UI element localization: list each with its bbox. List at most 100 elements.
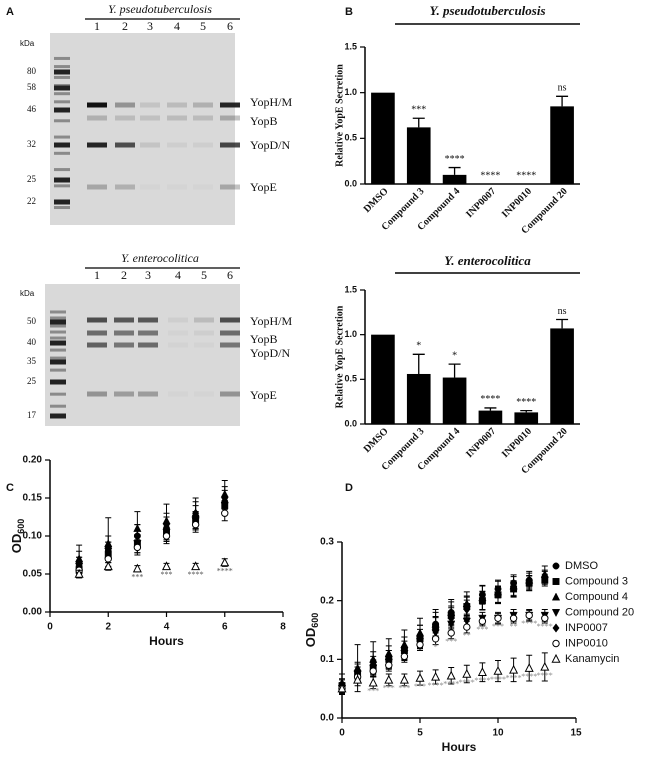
y-axis-label: Relative YopE Secretion bbox=[334, 305, 345, 408]
significance-label: **** bbox=[516, 397, 536, 408]
significance-label: **** bbox=[521, 672, 537, 681]
sample-band bbox=[87, 317, 107, 323]
ladder-band bbox=[50, 316, 66, 320]
error-bar bbox=[556, 318, 569, 329]
y-tick-label: 0.2 bbox=[320, 595, 334, 606]
significance-label: **** bbox=[490, 675, 506, 684]
data-point bbox=[369, 667, 377, 675]
x-tick-label: 0 bbox=[339, 728, 345, 739]
data-point bbox=[432, 622, 440, 632]
data-point bbox=[191, 520, 200, 529]
bar bbox=[442, 174, 467, 184]
x-tick-label: DMSO bbox=[362, 426, 391, 455]
x-tick-label: INP0007 bbox=[464, 426, 498, 460]
gel-title: Y. pseudotuberculosis bbox=[108, 2, 212, 16]
sample-band bbox=[115, 115, 135, 121]
x-tick-label: INP0010 bbox=[500, 426, 534, 460]
sample-band bbox=[193, 142, 213, 148]
panel-label: B bbox=[345, 6, 353, 18]
lane-label: 5 bbox=[200, 19, 206, 33]
data-point bbox=[353, 674, 363, 684]
gel bbox=[50, 33, 235, 225]
data-point bbox=[133, 543, 142, 552]
significance-label: **** bbox=[445, 154, 465, 165]
ladder-band bbox=[54, 65, 70, 69]
marker-label: 25 bbox=[27, 376, 37, 386]
error-bar bbox=[448, 166, 461, 175]
significance-label: *** bbox=[492, 622, 504, 631]
ladder-band bbox=[50, 324, 66, 328]
ladder-band bbox=[54, 85, 70, 91]
data-point bbox=[477, 667, 487, 676]
gel-unit: kDa bbox=[20, 289, 35, 298]
ladder-band bbox=[54, 168, 70, 172]
sample-band bbox=[115, 184, 135, 190]
sample-band bbox=[167, 142, 187, 148]
significance-label: **** bbox=[516, 170, 536, 181]
y-tick-label: 0.3 bbox=[320, 537, 334, 548]
ladder-band bbox=[50, 340, 66, 346]
significance-label: **** bbox=[428, 681, 444, 690]
ladder-band bbox=[54, 69, 70, 75]
data-point bbox=[399, 674, 409, 684]
significance-label: *** bbox=[383, 684, 395, 693]
sample-band bbox=[193, 185, 213, 190]
legend-label: DMSO bbox=[565, 560, 598, 572]
ladder-band bbox=[54, 107, 70, 113]
data-point bbox=[221, 509, 229, 517]
gel bbox=[45, 284, 240, 426]
ladder-band bbox=[50, 348, 66, 352]
significance-label: *** bbox=[411, 105, 426, 116]
significance-label: **** bbox=[480, 170, 500, 181]
significance-label: ** bbox=[463, 631, 471, 640]
sample-band bbox=[167, 115, 187, 121]
band-label: YopH/M bbox=[250, 95, 292, 109]
panel-label: C bbox=[6, 482, 14, 494]
sample-band bbox=[115, 102, 135, 108]
ladder-band bbox=[54, 177, 70, 183]
band-label: YopE bbox=[250, 388, 277, 402]
data-point bbox=[221, 493, 229, 503]
significance-label: *** bbox=[367, 687, 379, 696]
legend-marker bbox=[551, 653, 561, 663]
data-point bbox=[446, 670, 456, 680]
bar bbox=[371, 334, 395, 424]
sample-band bbox=[220, 102, 240, 108]
data-point bbox=[463, 604, 471, 615]
y-axis-label-text: OD bbox=[9, 534, 24, 554]
x-tick-label: 10 bbox=[492, 728, 504, 739]
lane-label: 3 bbox=[147, 19, 153, 33]
y-tick-label: 1.0 bbox=[344, 329, 357, 339]
data-point bbox=[220, 557, 230, 567]
bar bbox=[371, 92, 395, 184]
ladder-band bbox=[50, 330, 66, 334]
legend-label: INP0007 bbox=[565, 622, 608, 634]
sample-band bbox=[167, 185, 187, 190]
sample-band bbox=[193, 115, 213, 121]
data-point bbox=[161, 561, 172, 571]
error-bar bbox=[556, 95, 569, 107]
data-point bbox=[162, 532, 171, 540]
sample-band bbox=[220, 184, 240, 190]
y-axis-label: Relative YopE Secretion bbox=[334, 64, 345, 167]
sample-band bbox=[194, 343, 214, 348]
data-point bbox=[509, 664, 519, 674]
marker-label: 32 bbox=[27, 139, 36, 149]
panel-label: A bbox=[6, 6, 14, 18]
sample-band bbox=[87, 102, 107, 108]
legend-marker bbox=[552, 623, 560, 633]
significance-label: ns bbox=[558, 83, 567, 94]
data-point bbox=[463, 623, 471, 631]
significance-label: **** bbox=[521, 619, 537, 628]
lane-label: 2 bbox=[122, 19, 128, 33]
sample-band bbox=[220, 142, 240, 148]
significance-label: *** bbox=[476, 625, 488, 634]
legend-marker bbox=[552, 562, 560, 570]
data-point bbox=[385, 661, 393, 669]
data-point bbox=[494, 614, 502, 622]
data-point bbox=[525, 611, 533, 620]
sample-band bbox=[168, 331, 188, 336]
ladder-band bbox=[50, 368, 66, 372]
sample-band bbox=[138, 330, 158, 336]
